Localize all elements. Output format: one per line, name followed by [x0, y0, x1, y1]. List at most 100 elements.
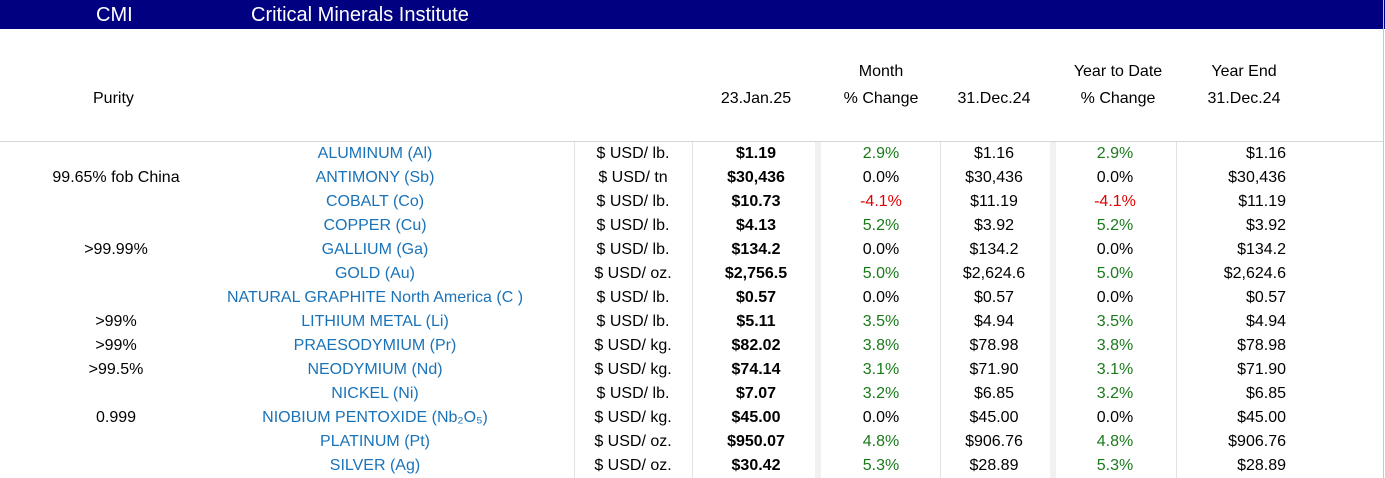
table-row: NICKEL (Ni) $ USD/ lb. $7.07 3.2% $6.85 3.2% $… — [0, 382, 1384, 406]
unit-cell: $ USD/ lb. — [596, 217, 670, 234]
header-month-change: % Change — [843, 90, 919, 107]
month-change-cell: 0.0% — [862, 409, 900, 426]
unit-cell: $ USD/ lb. — [596, 241, 670, 258]
price-cell: $0.57 — [735, 289, 777, 306]
header-current-date: 23.Jan.25 — [720, 90, 792, 107]
price-cell: $5.11 — [736, 313, 776, 330]
year-end-cell: $45.00 — [1237, 409, 1286, 426]
price-cell: $134.2 — [731, 241, 781, 258]
ytd-change-cell: 3.1% — [1096, 361, 1134, 378]
price-cell: $7.07 — [735, 385, 777, 402]
table-row: GOLD (Au) $ USD/ oz. $2,756.5 5.0% $2,624.6 5… — [0, 262, 1384, 286]
purity-cell: >99% — [95, 313, 137, 330]
institute-name: Critical Minerals Institute — [251, 4, 469, 26]
table-row: COBALT (Co) $ USD/ lb. $10.73 -4.1% $11.19 -4… — [0, 190, 1384, 214]
price-cell: $1.19 — [735, 145, 777, 162]
ytd-change-cell: -4.1% — [1094, 193, 1136, 210]
column-divider — [574, 142, 575, 478]
title-bar: CMI Critical Minerals Institute — [0, 0, 1385, 29]
unit-cell: $ USD/ tn — [598, 169, 668, 186]
unit-cell: $ USD/ oz. — [594, 433, 672, 450]
purity-cell: 99.65% fob China — [52, 169, 180, 186]
header-prev-date: 31.Dec.24 — [957, 90, 1031, 107]
unit-cell: $ USD/ kg. — [594, 409, 672, 426]
mineral-name: COBALT (Co) — [325, 193, 425, 210]
price-cell: $30,436 — [727, 169, 785, 186]
prev-price-cell: $1.16 — [973, 145, 1015, 162]
month-change-cell: 3.2% — [862, 385, 900, 402]
year-end-cell: $6.85 — [1245, 385, 1286, 402]
right-border — [1383, 0, 1384, 478]
unit-cell: $ USD/ kg. — [594, 337, 672, 354]
mineral-name: SILVER (Ag) — [329, 457, 421, 474]
prev-price-cell: $71.90 — [969, 361, 1019, 378]
month-change-cell: 5.3% — [862, 457, 900, 474]
header-year-end: Year End — [1211, 63, 1277, 80]
month-change-cell: 3.1% — [862, 361, 900, 378]
mineral-name: GOLD (Au) — [334, 265, 415, 282]
mineral-name: ALUMINUM (Al) — [317, 145, 433, 162]
mineral-name: NATURAL GRAPHITE North America (C ) — [226, 289, 524, 306]
prev-price-cell: $78.98 — [969, 337, 1019, 354]
prev-price-cell: $30,436 — [965, 169, 1023, 186]
month-change-cell: -4.1% — [860, 193, 902, 210]
prev-price-cell: $4.94 — [973, 313, 1015, 330]
prev-price-cell: $0.57 — [973, 289, 1015, 306]
column-divider — [692, 142, 693, 478]
ytd-change-cell: 5.0% — [1096, 265, 1134, 282]
column-divider — [1176, 142, 1177, 478]
table-row: COPPER (Cu) $ USD/ lb. $4.13 5.2% $3.92 5.2% $… — [0, 214, 1384, 238]
price-cell: $10.73 — [731, 193, 781, 210]
prev-price-cell: $11.19 — [970, 193, 1018, 210]
mineral-name: NICKEL (Ni) — [331, 385, 419, 402]
unit-cell: $ USD/ lb. — [596, 145, 670, 162]
year-end-cell: $0.57 — [1245, 289, 1286, 306]
month-change-cell: 3.8% — [862, 337, 900, 354]
unit-cell: $ USD/ lb. — [596, 193, 670, 210]
prev-price-cell: $3.92 — [973, 217, 1015, 234]
year-end-cell: $78.98 — [1237, 337, 1286, 354]
month-change-cell: 3.5% — [862, 313, 900, 330]
ytd-change-cell: 3.5% — [1096, 313, 1134, 330]
header-purity: Purity — [93, 90, 134, 107]
month-change-cell: 5.0% — [862, 265, 900, 282]
header-ytd: Year to Date — [1073, 63, 1163, 80]
header-ytd-change: % Change — [1080, 90, 1156, 107]
ytd-change-cell: 5.2% — [1096, 217, 1134, 234]
unit-cell: $ USD/ lb. — [596, 289, 670, 306]
mineral-name: LITHIUM METAL (Li) — [301, 313, 449, 330]
price-cell: $45.00 — [731, 409, 781, 426]
ytd-change-cell: 0.0% — [1096, 289, 1134, 306]
ytd-change-cell: 0.0% — [1096, 241, 1134, 258]
institute-code: CMI — [96, 4, 133, 26]
table-row: >99% LITHIUM METAL (Li) $ USD/ lb. $5.11 3.5… — [0, 310, 1384, 334]
unit-cell: $ USD/ lb. — [596, 313, 670, 330]
purity-cell: >99.99% — [84, 241, 148, 258]
purity-cell: 0.999 — [95, 409, 137, 426]
header-year-end-date: 31.Dec.24 — [1207, 90, 1281, 107]
year-end-cell: $1.16 — [1245, 145, 1286, 162]
unit-cell: $ USD/ kg. — [594, 361, 672, 378]
column-separator — [1050, 142, 1056, 478]
price-cell: $2,756.5 — [724, 265, 788, 282]
table-row: >99.99% GALLIUM (Ga) $ USD/ lb. $134.2 0.0% $… — [0, 238, 1384, 262]
unit-cell: $ USD/ oz. — [594, 265, 672, 282]
table-row: NATURAL GRAPHITE North America (C ) $ USD… — [0, 286, 1384, 310]
year-end-cell: $28.89 — [1237, 457, 1286, 474]
year-end-cell: $3.92 — [1245, 217, 1286, 234]
table-row: >99% PRAESODYMIUM (Pr) $ USD/ kg. $82.02 3.8… — [0, 334, 1384, 358]
ytd-change-cell: 3.2% — [1096, 385, 1134, 402]
table-row: 0.999 NIOBIUM PENTOXIDE (Nb₂O₅) $ USD/ kg.… — [0, 406, 1384, 430]
header-divider — [0, 141, 1384, 142]
ytd-change-cell: 5.3% — [1096, 457, 1134, 474]
prev-price-cell: $45.00 — [969, 409, 1019, 426]
prev-price-cell: $134.2 — [969, 241, 1019, 258]
ytd-change-cell: 3.8% — [1096, 337, 1134, 354]
month-change-cell: 0.0% — [862, 169, 900, 186]
year-end-cell: $30,436 — [1228, 169, 1286, 186]
prev-price-cell: $2,624.6 — [962, 265, 1026, 282]
prev-price-cell: $28.89 — [969, 457, 1019, 474]
ytd-change-cell: 0.0% — [1096, 409, 1134, 426]
unit-cell: $ USD/ lb. — [596, 385, 670, 402]
column-separator — [815, 142, 821, 478]
